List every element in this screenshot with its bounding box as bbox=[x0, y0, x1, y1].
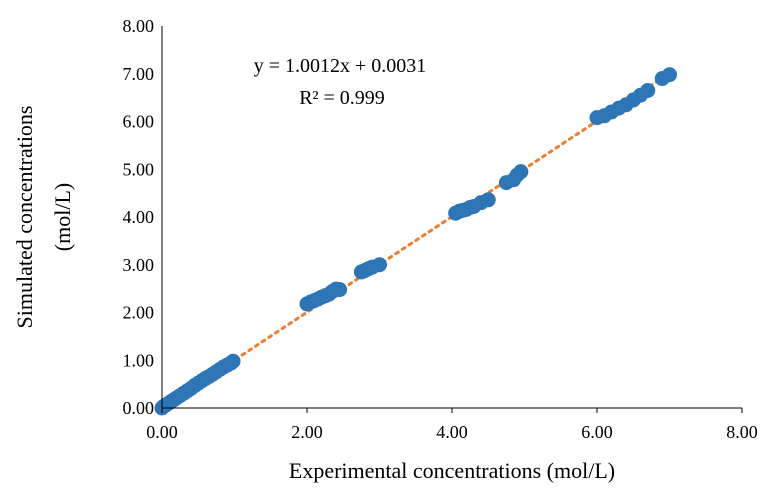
axes-layer bbox=[161, 26, 743, 413]
y-tick-label: 6.00 bbox=[123, 112, 155, 132]
y-tick-label: 0.00 bbox=[123, 398, 155, 418]
data-point bbox=[332, 282, 348, 298]
y-axis-title: Simulated concentrations (mol/L) bbox=[12, 106, 75, 329]
x-tick-label: 2.00 bbox=[291, 422, 323, 442]
data-point bbox=[513, 164, 529, 180]
x-tick-label: 8.00 bbox=[726, 422, 758, 442]
data-point bbox=[662, 67, 677, 83]
y-tick-label: 8.00 bbox=[123, 16, 155, 36]
x-axis-title: Experimental concentrations (mol/L) bbox=[289, 458, 615, 483]
data-point bbox=[372, 257, 387, 273]
y-tick-label: 5.00 bbox=[123, 159, 155, 179]
trendline-layer bbox=[160, 71, 671, 410]
r-squared-label: R² = 0.999 bbox=[299, 87, 385, 109]
data-point bbox=[640, 82, 656, 98]
y-axis-title-line-2: (mol/L) bbox=[50, 183, 75, 251]
labels-layer: 0.00 2.00 4.00 6.00 8.00 0.00 1.00 2.00 3.00 4.00… bbox=[12, 16, 758, 483]
data-point bbox=[225, 353, 241, 369]
y-axis-title-line-1: Simulated concentrations bbox=[12, 106, 37, 329]
x-tick-label: 6.00 bbox=[581, 422, 613, 442]
trendline bbox=[160, 71, 671, 410]
data-point bbox=[480, 192, 496, 208]
y-tick-label: 7.00 bbox=[123, 64, 155, 84]
x-tick-label: 0.00 bbox=[146, 422, 178, 442]
y-tick-label: 2.00 bbox=[123, 303, 155, 323]
trendline-equation: y = 1.0012x + 0.0031 bbox=[254, 55, 427, 77]
y-tick-label: 4.00 bbox=[123, 207, 155, 227]
x-tick-label: 4.00 bbox=[436, 422, 468, 442]
y-tick-label: 1.00 bbox=[123, 350, 155, 370]
y-tick-label: 3.00 bbox=[123, 255, 155, 275]
